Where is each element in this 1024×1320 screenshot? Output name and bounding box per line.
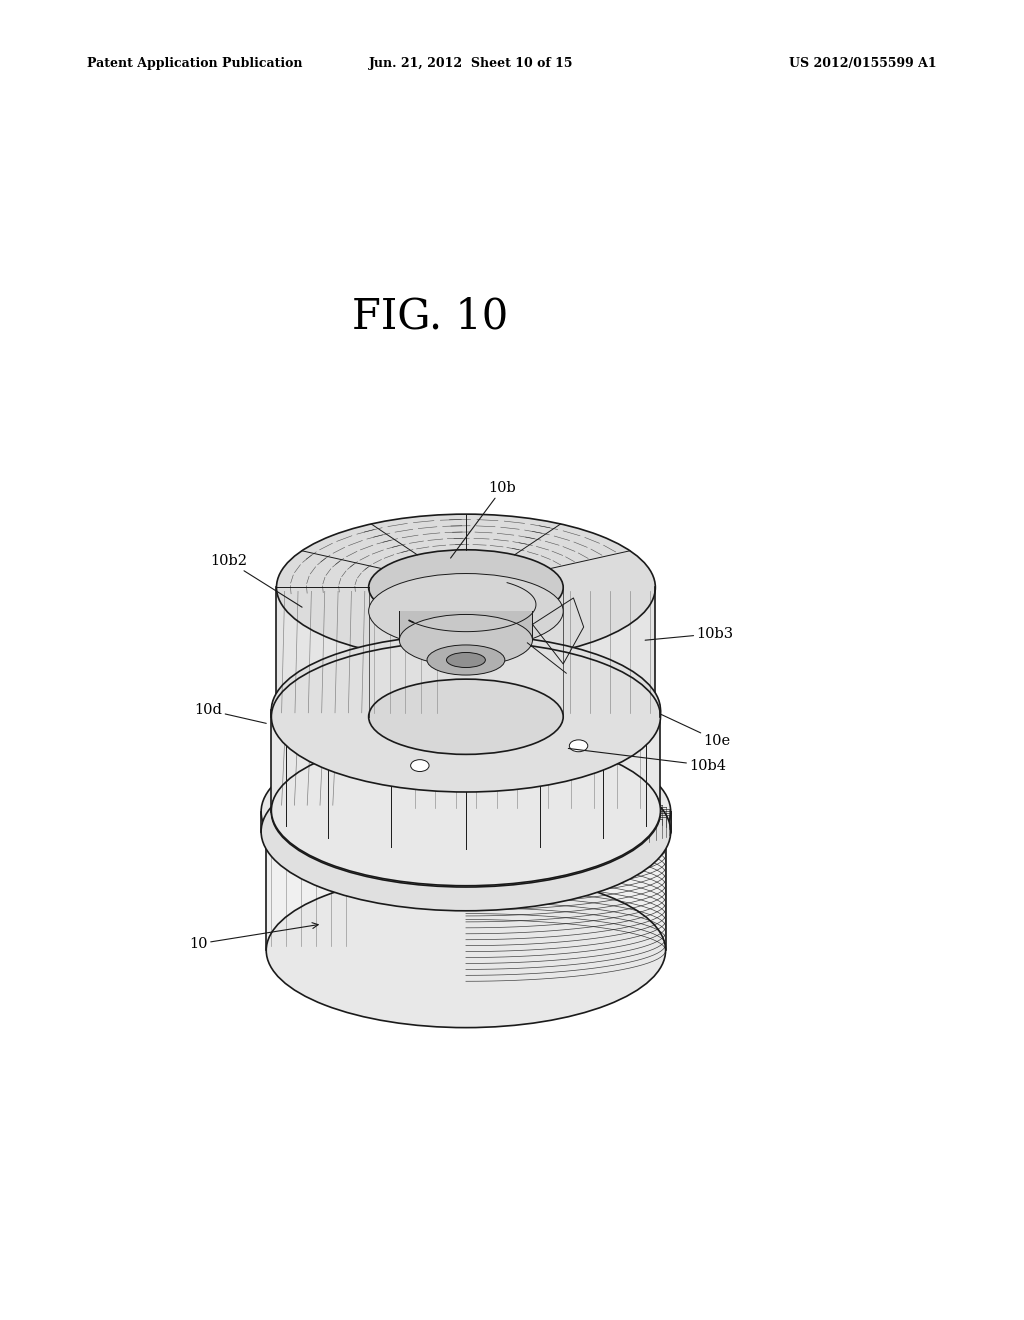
Ellipse shape [276,644,655,789]
Text: 10b3: 10b3 [645,627,733,640]
Polygon shape [266,832,666,950]
Ellipse shape [411,759,429,771]
Text: 10b4: 10b4 [568,748,726,772]
Ellipse shape [569,739,588,752]
Ellipse shape [369,549,563,626]
Ellipse shape [271,638,660,788]
Text: 10b: 10b [451,482,516,558]
Polygon shape [271,713,660,812]
Polygon shape [399,611,532,640]
Ellipse shape [369,678,563,755]
Ellipse shape [427,645,505,675]
Ellipse shape [266,755,666,909]
Ellipse shape [399,614,532,665]
Polygon shape [276,587,655,717]
Ellipse shape [446,652,485,668]
Text: 10d: 10d [195,704,266,723]
Text: 10b2: 10b2 [210,554,302,607]
Polygon shape [261,812,671,832]
Text: Jun. 21, 2012  Sheet 10 of 15: Jun. 21, 2012 Sheet 10 of 15 [369,57,573,70]
Ellipse shape [271,635,660,785]
Text: Patent Application Publication: Patent Application Publication [87,57,302,70]
Ellipse shape [411,726,429,739]
Ellipse shape [276,513,655,660]
Text: FIG. 10: FIG. 10 [352,296,508,338]
Text: 10e: 10e [660,714,730,747]
Text: US 2012/0155599 A1: US 2012/0155599 A1 [790,57,937,70]
Ellipse shape [271,642,660,792]
Ellipse shape [266,874,666,1027]
Text: 10: 10 [189,923,318,950]
Ellipse shape [271,737,660,887]
Ellipse shape [261,733,671,891]
Ellipse shape [271,735,660,886]
Ellipse shape [261,752,671,911]
Ellipse shape [369,573,563,648]
